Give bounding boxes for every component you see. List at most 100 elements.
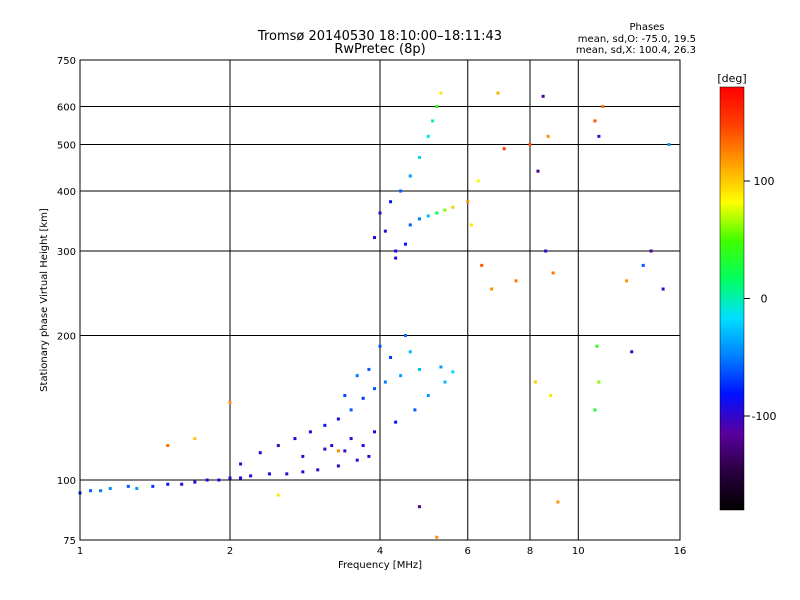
x-tick-label: 1	[77, 546, 83, 557]
data-point	[514, 279, 518, 283]
data-point	[228, 476, 232, 480]
data-point	[435, 105, 439, 109]
data-point	[151, 484, 155, 488]
data-point	[426, 214, 430, 218]
data-point	[361, 444, 365, 448]
y-tick-label: 400	[57, 187, 76, 198]
data-point	[285, 472, 289, 476]
data-point	[373, 236, 377, 240]
data-point	[126, 484, 130, 488]
colorbar-tick-label: 100	[754, 175, 775, 188]
y-tick-label: 75	[63, 536, 76, 547]
data-point	[469, 223, 473, 227]
data-point	[349, 408, 353, 412]
phase-stats-x: mean, sd,X: 100.4, 26.3	[576, 45, 696, 56]
data-point	[451, 370, 455, 374]
data-point	[533, 380, 537, 384]
data-point	[546, 134, 550, 138]
data-point	[551, 271, 555, 275]
axis-ticks: 1 2 4 6 8 10 16 75 100 200 300 400 500 600 750	[57, 56, 686, 557]
data-point	[193, 480, 197, 484]
data-point	[496, 91, 500, 95]
data-point	[389, 200, 393, 204]
data-point	[378, 211, 382, 215]
data-point	[597, 134, 601, 138]
data-point	[408, 223, 412, 227]
data-point	[593, 119, 597, 123]
data-point	[649, 249, 653, 253]
data-point	[316, 468, 320, 472]
data-point	[99, 489, 103, 493]
y-tick-label: 100	[57, 476, 76, 487]
data-point	[394, 249, 398, 253]
data-point	[193, 437, 197, 441]
data-point	[293, 437, 297, 441]
grid	[80, 60, 680, 540]
data-point	[239, 476, 243, 480]
data-point	[435, 211, 439, 215]
data-point	[355, 458, 359, 462]
data-point	[451, 205, 455, 209]
data-point	[661, 287, 665, 291]
data-point	[399, 374, 403, 378]
data-point	[249, 474, 253, 478]
x-tick-label: 4	[377, 546, 383, 557]
data-point	[556, 500, 560, 504]
data-point	[476, 179, 480, 183]
data-point	[330, 444, 334, 448]
colorbar-ticks: 100 0 -100	[744, 175, 776, 423]
data-point	[408, 174, 412, 178]
data-point	[383, 229, 387, 233]
data-point	[355, 374, 359, 378]
colorbar	[719, 86, 745, 511]
data-point	[417, 505, 421, 509]
data-point	[431, 119, 435, 123]
phase-stats-title: Phases	[629, 22, 664, 33]
data-point	[443, 380, 447, 384]
data-point	[667, 143, 671, 147]
data-point	[417, 155, 421, 159]
data-point	[403, 334, 407, 338]
data-point	[417, 367, 421, 371]
data-point	[383, 380, 387, 384]
data-point	[593, 408, 597, 412]
y-tick-label: 200	[57, 332, 76, 343]
data-point	[166, 482, 170, 486]
data-point	[426, 394, 430, 398]
phase-stats-o: mean, sd,O: -75.0, 19.5	[578, 34, 696, 45]
data-point	[408, 350, 412, 354]
data-point	[336, 417, 340, 421]
data-point	[217, 478, 221, 482]
data-point	[443, 208, 447, 212]
chart-title: Tromsø 20140530 18:10:00–18:11:43	[257, 29, 502, 44]
x-tick-label: 16	[674, 546, 687, 557]
data-point	[361, 396, 365, 400]
data-point	[239, 462, 243, 466]
data-point	[89, 489, 93, 493]
data-point	[435, 535, 439, 539]
data-point	[378, 344, 382, 348]
data-point	[399, 189, 403, 193]
y-tick-label: 300	[57, 247, 76, 258]
data-point	[135, 487, 139, 491]
x-axis-label: Frequency [MHz]	[338, 560, 422, 571]
chart-subtitle: RwPretec (8p)	[334, 42, 425, 57]
plot-frame	[79, 59, 681, 541]
data-point	[323, 423, 327, 427]
data-point	[439, 365, 443, 369]
data-point	[394, 420, 398, 424]
data-point	[301, 454, 305, 458]
data-point	[549, 394, 553, 398]
y-tick-label: 600	[57, 103, 76, 114]
data-point	[166, 444, 170, 448]
data-point	[205, 478, 209, 482]
data-point	[417, 217, 421, 221]
data-point	[389, 355, 393, 359]
colorbar-label: [deg]	[717, 72, 746, 85]
data-point	[466, 200, 470, 204]
data-point	[595, 344, 599, 348]
data-point	[641, 263, 645, 267]
data-point	[597, 380, 601, 384]
data-point	[276, 493, 280, 497]
